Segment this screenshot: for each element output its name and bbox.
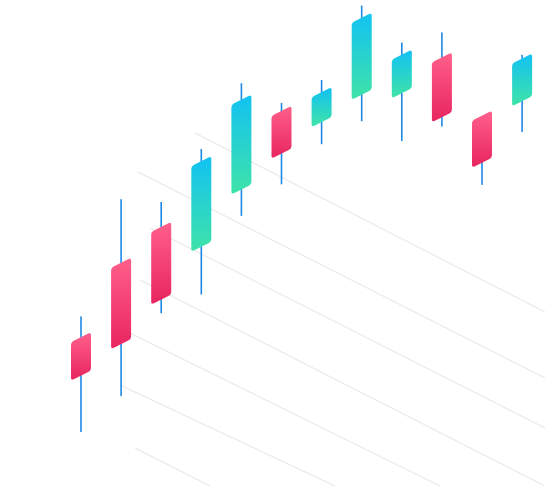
candle-body-up <box>231 95 252 194</box>
candles <box>71 5 533 432</box>
candle <box>431 32 452 127</box>
candle <box>391 42 412 141</box>
candle-body-up <box>512 54 533 106</box>
candle <box>271 103 292 185</box>
candle-body-up <box>351 13 372 99</box>
grid-line <box>134 447 211 486</box>
candle <box>231 83 252 216</box>
candle <box>71 316 91 432</box>
candle-body-down <box>71 333 91 380</box>
grid-line <box>194 132 545 313</box>
candle-body-down <box>431 53 452 122</box>
candle <box>311 80 332 145</box>
candle <box>351 5 372 122</box>
candle <box>151 201 172 314</box>
grid-line <box>139 279 545 486</box>
candle-body-up <box>191 157 212 251</box>
candle <box>191 149 212 295</box>
candle-body-down <box>111 258 132 349</box>
candle <box>512 54 533 132</box>
candle-body-down <box>472 111 492 167</box>
candle-body-down <box>151 222 172 304</box>
grid-line <box>129 332 441 486</box>
grid-line <box>119 384 336 486</box>
candle <box>472 111 492 185</box>
candle-body-up <box>391 50 412 98</box>
candle-body-up <box>311 88 332 127</box>
grid-lines <box>119 132 545 486</box>
grid-line <box>149 227 545 429</box>
candle <box>111 199 132 397</box>
candle-body-down <box>271 106 292 158</box>
